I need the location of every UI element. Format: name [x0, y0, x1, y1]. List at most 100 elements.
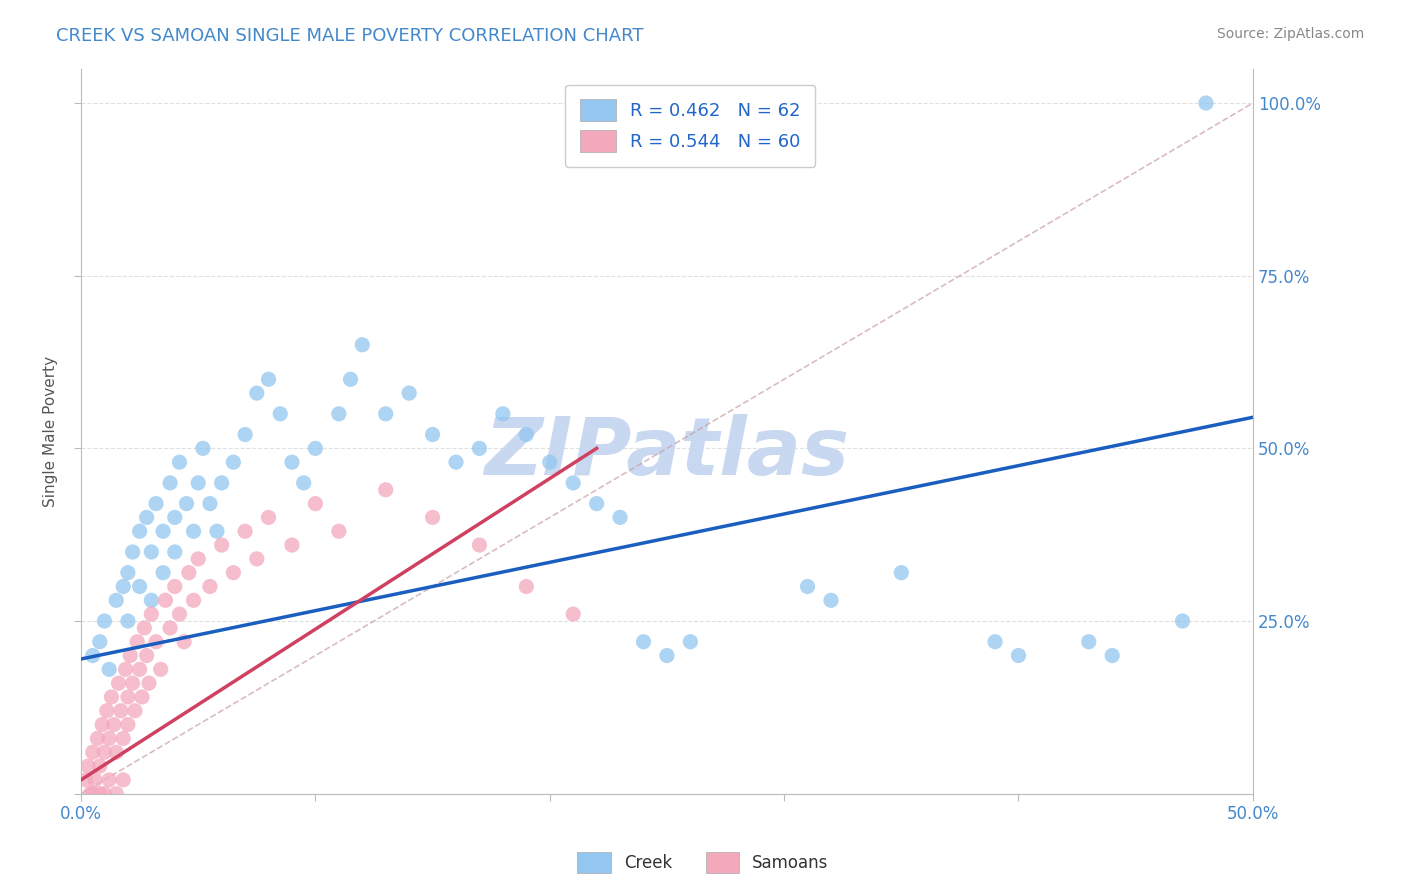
Point	[131, 690, 153, 704]
Point	[468, 442, 491, 456]
Point	[152, 524, 174, 539]
Point	[89, 634, 111, 648]
Point	[134, 621, 156, 635]
Point	[198, 579, 221, 593]
Point	[82, 745, 104, 759]
Point	[339, 372, 361, 386]
Point	[257, 510, 280, 524]
Point	[112, 579, 135, 593]
Point	[155, 593, 177, 607]
Point	[281, 538, 304, 552]
Point	[105, 593, 128, 607]
Point	[105, 745, 128, 759]
Point	[89, 759, 111, 773]
Point	[117, 690, 139, 704]
Point	[103, 717, 125, 731]
Point	[304, 497, 326, 511]
Text: Source: ZipAtlas.com: Source: ZipAtlas.com	[1216, 27, 1364, 41]
Point	[127, 634, 149, 648]
Point	[398, 386, 420, 401]
Point	[135, 648, 157, 663]
Point	[820, 593, 842, 607]
Point	[198, 497, 221, 511]
Point	[145, 634, 167, 648]
Point	[1077, 634, 1099, 648]
Point	[633, 634, 655, 648]
Point	[100, 690, 122, 704]
Point	[328, 407, 350, 421]
Point	[328, 524, 350, 539]
Point	[91, 717, 114, 731]
Point	[233, 427, 256, 442]
Point	[75, 772, 97, 787]
Legend: R = 0.462   N = 62, R = 0.544   N = 60: R = 0.462 N = 62, R = 0.544 N = 60	[565, 85, 815, 167]
Point	[138, 676, 160, 690]
Point	[141, 607, 163, 621]
Point	[269, 407, 291, 421]
Point	[89, 787, 111, 801]
Point	[159, 475, 181, 490]
Point	[304, 442, 326, 456]
Point	[187, 552, 209, 566]
Point	[149, 662, 172, 676]
Point	[890, 566, 912, 580]
Point	[422, 510, 444, 524]
Point	[117, 717, 139, 731]
Point	[183, 593, 205, 607]
Point	[796, 579, 818, 593]
Point	[374, 407, 396, 421]
Point	[159, 621, 181, 635]
Point	[128, 524, 150, 539]
Point	[169, 607, 191, 621]
Point	[609, 510, 631, 524]
Point	[128, 579, 150, 593]
Point	[128, 662, 150, 676]
Point	[187, 475, 209, 490]
Point	[163, 579, 186, 593]
Point	[84, 772, 107, 787]
Point	[562, 607, 585, 621]
Point	[93, 614, 115, 628]
Point	[98, 662, 121, 676]
Point	[292, 475, 315, 490]
Point	[163, 545, 186, 559]
Point	[96, 704, 118, 718]
Point	[515, 427, 537, 442]
Point	[515, 579, 537, 593]
Point	[141, 545, 163, 559]
Point	[117, 566, 139, 580]
Point	[585, 497, 607, 511]
Point	[538, 455, 561, 469]
Point	[121, 676, 143, 690]
Point	[93, 787, 115, 801]
Point	[120, 648, 142, 663]
Point	[374, 483, 396, 497]
Point	[112, 731, 135, 746]
Point	[468, 538, 491, 552]
Point	[1195, 96, 1218, 111]
Point	[183, 524, 205, 539]
Point	[222, 455, 245, 469]
Point	[93, 745, 115, 759]
Point	[177, 566, 200, 580]
Point	[205, 524, 228, 539]
Point	[110, 704, 132, 718]
Point	[173, 634, 195, 648]
Point	[79, 787, 101, 801]
Point	[176, 497, 198, 511]
Point	[984, 634, 1007, 648]
Point	[246, 386, 269, 401]
Point	[655, 648, 678, 663]
Point	[281, 455, 304, 469]
Point	[135, 510, 157, 524]
Point	[163, 510, 186, 524]
Point	[492, 407, 515, 421]
Legend: Creek, Samoans: Creek, Samoans	[571, 846, 835, 880]
Point	[82, 648, 104, 663]
Point	[233, 524, 256, 539]
Text: ZIPatlas: ZIPatlas	[485, 414, 849, 491]
Point	[112, 772, 135, 787]
Point	[98, 772, 121, 787]
Point	[211, 475, 233, 490]
Point	[77, 759, 100, 773]
